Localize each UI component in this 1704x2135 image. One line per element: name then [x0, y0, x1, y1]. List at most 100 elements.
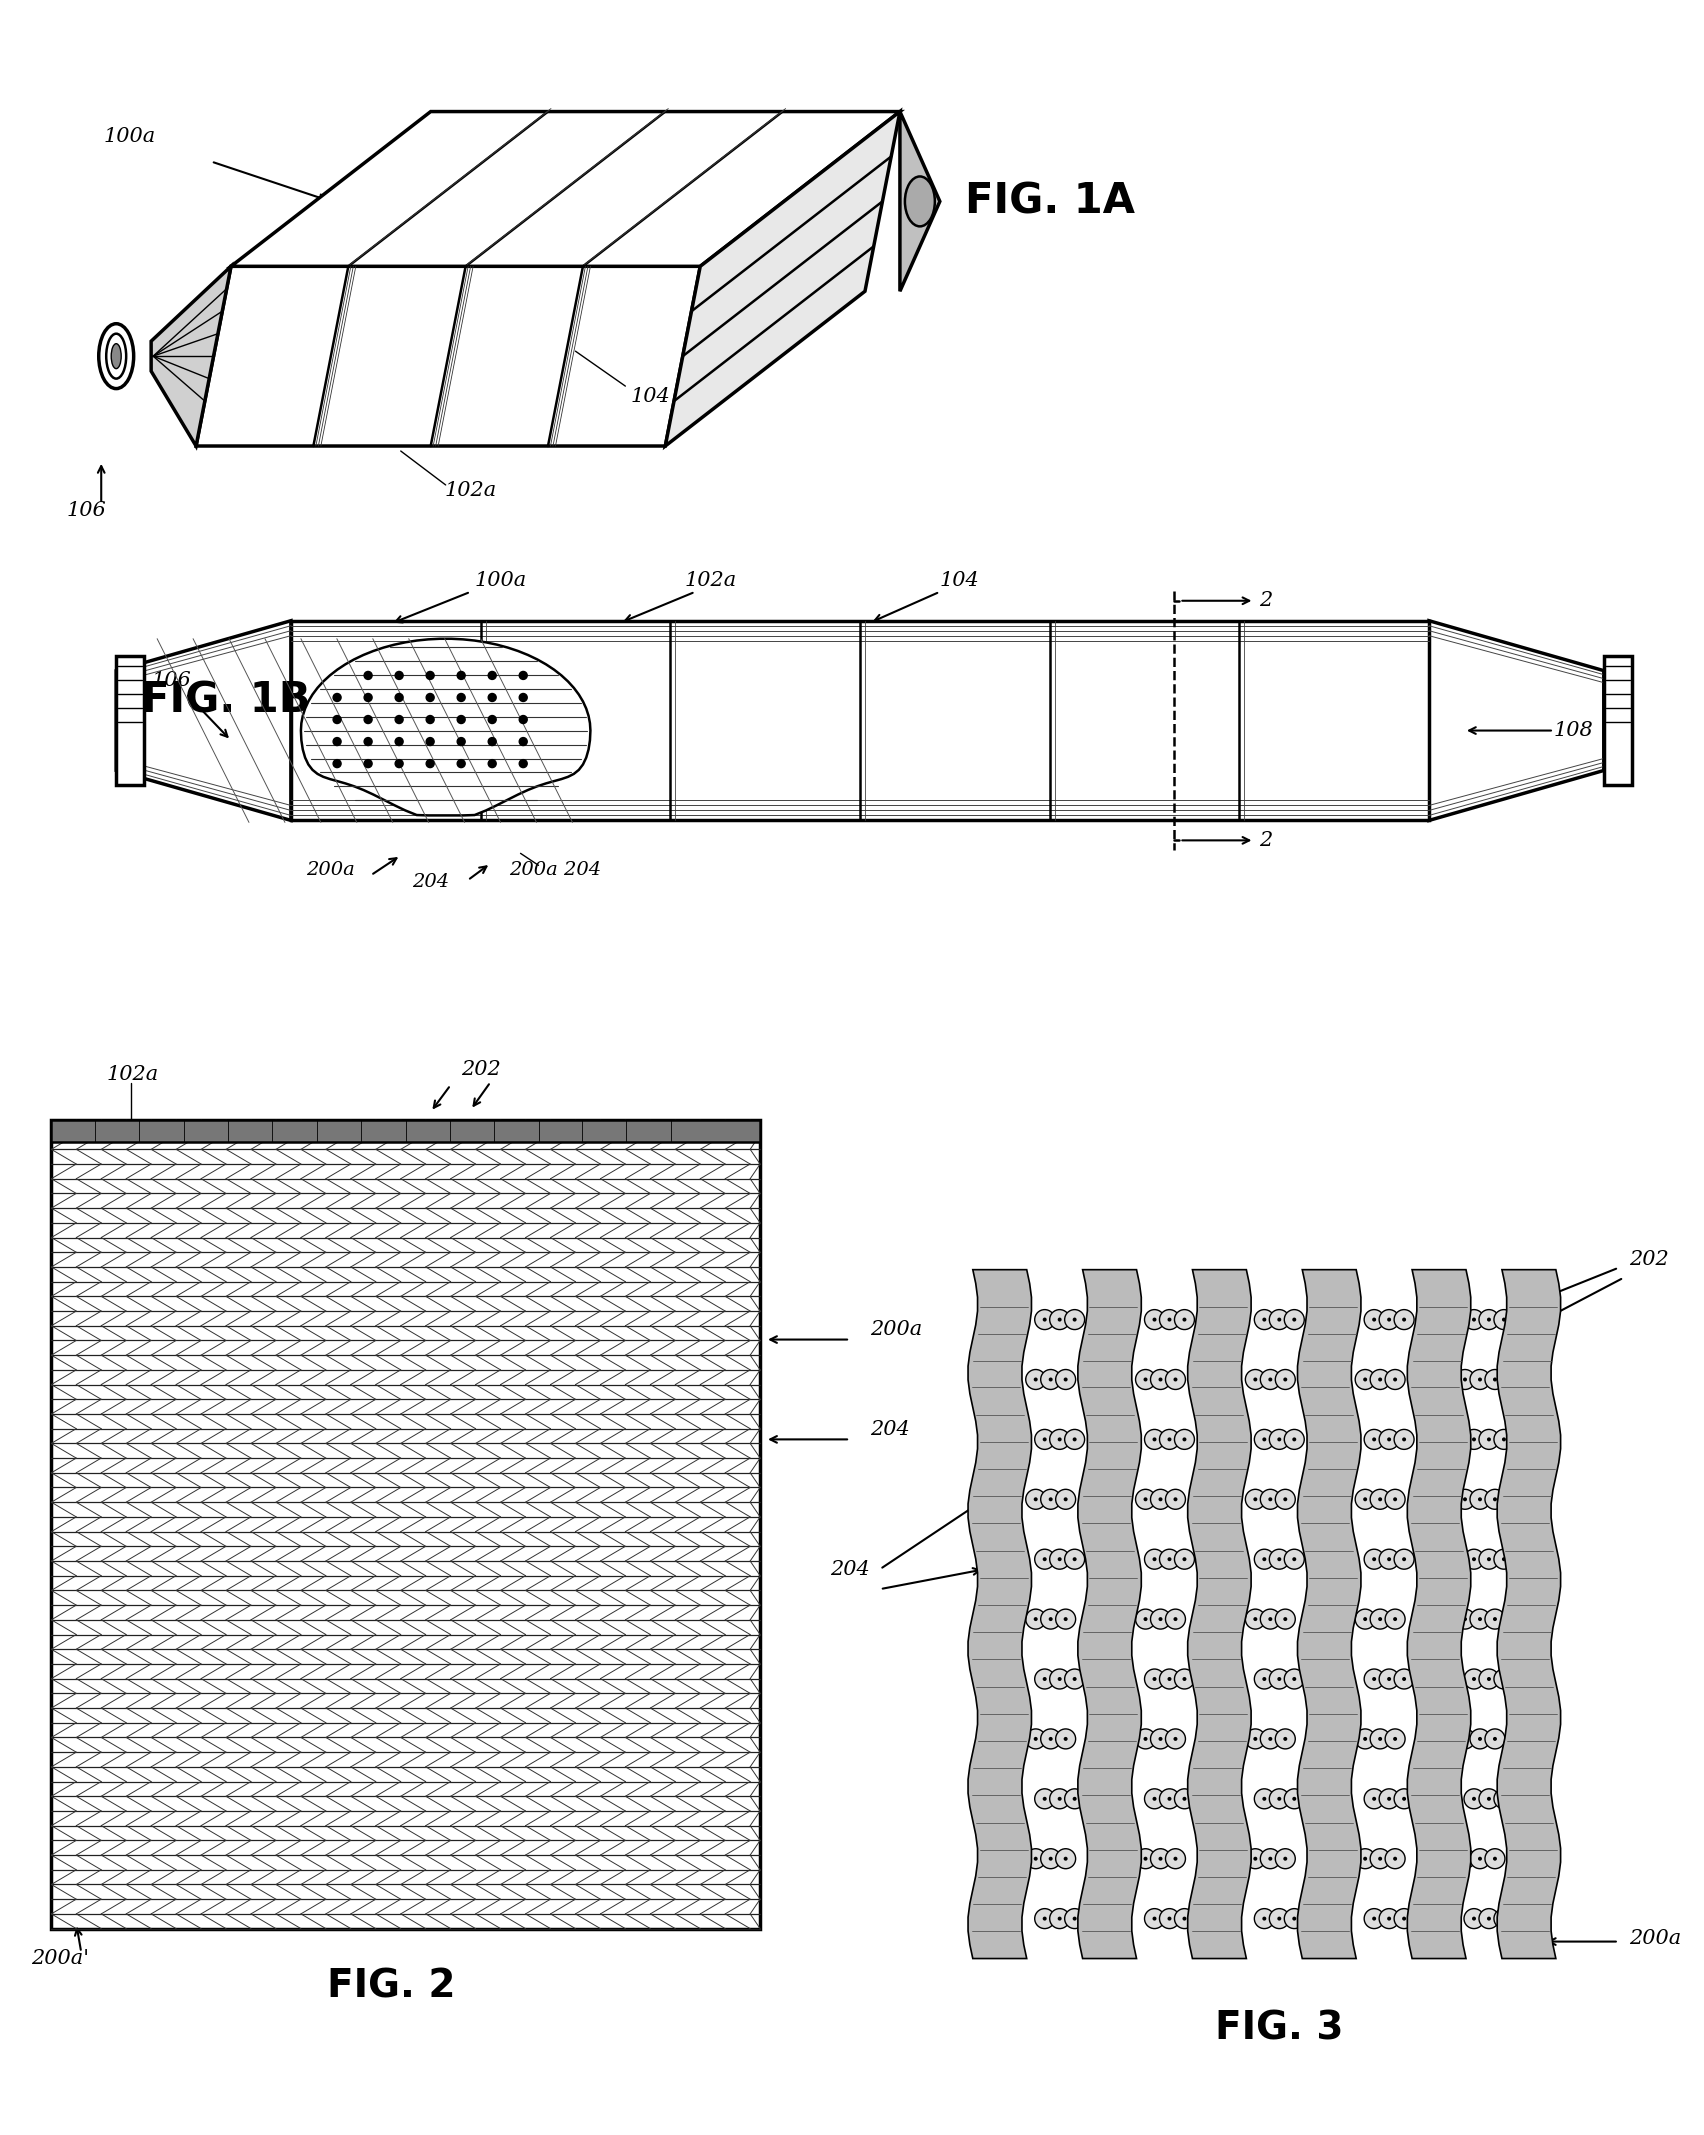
Circle shape [1285, 1789, 1304, 1808]
Circle shape [1355, 1369, 1375, 1390]
Polygon shape [51, 1121, 760, 1928]
Circle shape [1159, 1309, 1179, 1330]
Circle shape [1043, 1676, 1046, 1680]
Circle shape [1063, 1497, 1068, 1501]
Circle shape [1285, 1670, 1304, 1689]
Circle shape [1254, 1377, 1258, 1381]
Text: FIG. 1A: FIG. 1A [964, 181, 1135, 222]
Circle shape [1183, 1917, 1186, 1922]
Circle shape [395, 694, 404, 702]
Circle shape [1135, 1729, 1155, 1749]
Text: 100a: 100a [474, 572, 527, 589]
Circle shape [1455, 1849, 1476, 1868]
Circle shape [1355, 1729, 1375, 1749]
Circle shape [1472, 1917, 1476, 1922]
Circle shape [1268, 1377, 1273, 1381]
Circle shape [1254, 1309, 1275, 1330]
Circle shape [1372, 1798, 1377, 1800]
Polygon shape [291, 621, 1430, 820]
Text: 100a: 100a [104, 126, 157, 145]
Circle shape [1050, 1670, 1070, 1689]
Circle shape [1050, 1309, 1070, 1330]
Circle shape [1379, 1789, 1399, 1808]
Circle shape [1484, 1610, 1505, 1629]
Circle shape [1394, 1670, 1414, 1689]
Circle shape [1402, 1317, 1406, 1322]
Circle shape [1150, 1849, 1171, 1868]
Circle shape [1484, 1729, 1505, 1749]
Circle shape [1365, 1909, 1384, 1928]
Circle shape [520, 694, 527, 702]
Circle shape [1246, 1610, 1266, 1629]
Circle shape [1355, 1610, 1375, 1629]
Text: 204: 204 [830, 1561, 871, 1578]
Circle shape [1501, 1437, 1506, 1441]
Circle shape [1278, 1317, 1281, 1322]
Circle shape [1479, 1909, 1500, 1928]
Circle shape [1254, 1497, 1258, 1501]
Circle shape [1043, 1556, 1046, 1561]
Circle shape [1484, 1369, 1505, 1390]
Circle shape [1472, 1556, 1476, 1561]
Text: 106: 106 [152, 670, 191, 690]
Polygon shape [232, 111, 900, 267]
Text: 108: 108 [1554, 722, 1593, 741]
Circle shape [1043, 1317, 1046, 1322]
Circle shape [1370, 1490, 1390, 1509]
Circle shape [1063, 1857, 1068, 1862]
Circle shape [1261, 1849, 1280, 1868]
Circle shape [457, 760, 465, 769]
Circle shape [1472, 1798, 1476, 1800]
Circle shape [1464, 1909, 1484, 1928]
Circle shape [1026, 1610, 1046, 1629]
Circle shape [1143, 1616, 1147, 1620]
Circle shape [457, 737, 465, 745]
Circle shape [1026, 1729, 1046, 1749]
Circle shape [1501, 1556, 1506, 1561]
Circle shape [1159, 1377, 1162, 1381]
Circle shape [1159, 1497, 1162, 1501]
Circle shape [457, 694, 465, 702]
Text: 2: 2 [1259, 831, 1273, 850]
Circle shape [1254, 1909, 1275, 1928]
Circle shape [1167, 1798, 1171, 1800]
Circle shape [1402, 1556, 1406, 1561]
Circle shape [1275, 1610, 1295, 1629]
Circle shape [426, 670, 435, 679]
Circle shape [1254, 1789, 1275, 1808]
Circle shape [395, 737, 404, 745]
Circle shape [1043, 1917, 1046, 1922]
Circle shape [1479, 1550, 1500, 1569]
Circle shape [1477, 1497, 1482, 1501]
Circle shape [1379, 1377, 1382, 1381]
Circle shape [1464, 1670, 1484, 1689]
Circle shape [489, 694, 496, 702]
Ellipse shape [99, 325, 133, 389]
Circle shape [1254, 1430, 1275, 1450]
Circle shape [1488, 1437, 1491, 1441]
Circle shape [1464, 1616, 1467, 1620]
Circle shape [1372, 1676, 1377, 1680]
Circle shape [1477, 1616, 1482, 1620]
Circle shape [1174, 1670, 1195, 1689]
Circle shape [1183, 1676, 1186, 1680]
Circle shape [489, 715, 496, 724]
Circle shape [1285, 1909, 1304, 1928]
Circle shape [1379, 1670, 1399, 1689]
Circle shape [1263, 1317, 1266, 1322]
Circle shape [1292, 1676, 1297, 1680]
Circle shape [1479, 1670, 1500, 1689]
Circle shape [1471, 1610, 1489, 1629]
Circle shape [1261, 1490, 1280, 1509]
Circle shape [1152, 1917, 1157, 1922]
Circle shape [1034, 1430, 1055, 1450]
Circle shape [1471, 1849, 1489, 1868]
Circle shape [1263, 1798, 1266, 1800]
Circle shape [1379, 1616, 1382, 1620]
Circle shape [1268, 1497, 1273, 1501]
Circle shape [332, 694, 341, 702]
Circle shape [1034, 1616, 1038, 1620]
Circle shape [1269, 1789, 1290, 1808]
Circle shape [1488, 1917, 1491, 1922]
Circle shape [1183, 1317, 1186, 1322]
